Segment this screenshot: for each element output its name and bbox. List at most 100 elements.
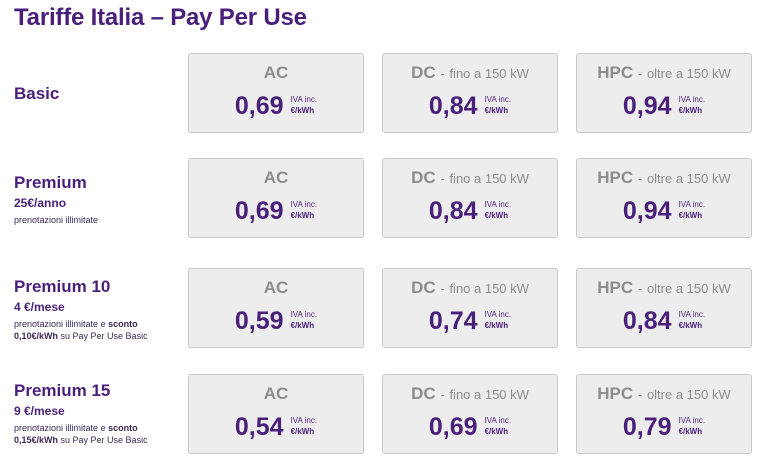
vat-label: IVA inc. (678, 200, 706, 209)
separator: - (637, 387, 643, 402)
separator: - (440, 281, 445, 296)
unit-label: €/kWh (484, 106, 509, 115)
rate-card-basic-dc: DC - fino a 150 kW 0,84 IVA inc. €/kWh (382, 53, 558, 133)
plan-price: 4 €/mese (14, 300, 65, 314)
card-header: HPC - oltre a 150 kW (577, 278, 751, 298)
unit-label: €/kWh (290, 321, 315, 330)
card-header-label: AC (263, 168, 289, 187)
rate-card-premium15-hpc: HPC - oltre a 150 kW 0,79 IVA inc. €/kWh (576, 374, 752, 454)
separator: - (440, 66, 445, 81)
card-header-label: DC (411, 278, 436, 297)
price-value: 0,84 (622, 307, 672, 335)
plan-basic: Basic (14, 84, 59, 104)
plan-name: Premium 15 (14, 381, 111, 400)
card-header: DC - fino a 150 kW (383, 168, 557, 188)
vat-label: IVA inc. (290, 200, 318, 209)
unit-label: €/kWh (290, 427, 315, 436)
rate-card-premium15-dc: DC - fino a 150 kW 0,69 IVA inc. €/kWh (382, 374, 558, 454)
unit-label: €/kWh (290, 211, 315, 220)
price-value: 0,94 (622, 92, 672, 120)
vat-label: IVA inc. (678, 310, 706, 319)
price-value: 0,69 (234, 92, 284, 120)
card-header-label: DC (411, 168, 436, 187)
plan-premium-15: Premium 15 9 €/mese prenotazioni illimit… (14, 381, 148, 446)
card-header: HPC - oltre a 150 kW (577, 63, 751, 83)
card-header-label: AC (263, 384, 289, 403)
vat-label: IVA inc. (484, 200, 512, 209)
card-header-sub: oltre a 150 kW (646, 171, 731, 186)
plan-name: Premium (14, 173, 87, 192)
card-header-sub: oltre a 150 kW (646, 66, 731, 81)
card-header-sub: fino a 150 kW (449, 171, 529, 186)
vat-label: IVA inc. (290, 310, 318, 319)
separator: - (637, 66, 643, 81)
separator: - (440, 171, 445, 186)
separator: - (440, 387, 445, 402)
card-header: DC - fino a 150 kW (383, 63, 557, 83)
plan-note: prenotazioni illimitate e sconto 0,15€/kW… (14, 423, 148, 445)
card-header-label: DC (411, 63, 436, 82)
price-value: 0,69 (234, 197, 284, 225)
unit-label: €/kWh (290, 106, 315, 115)
plan-price: 25€/anno (14, 196, 67, 210)
plan-note: prenotazioni illimitate e sconto 0,10€/kW… (14, 319, 148, 341)
unit-label: €/kWh (484, 321, 509, 330)
vat-label: IVA inc. (484, 416, 512, 425)
card-header-sub: fino a 150 kW (449, 387, 529, 402)
card-header: AC (189, 278, 363, 298)
page-title: Tariffe Italia – Pay Per Use (14, 4, 307, 31)
rate-card-basic-hpc: HPC - oltre a 150 kW 0,94 IVA inc. €/kWh (576, 53, 752, 133)
rate-card-premium10-ac: AC 0,59 IVA inc. €/kWh (188, 268, 364, 348)
card-header-sub: fino a 150 kW (449, 281, 529, 296)
price-value: 0,69 (428, 413, 478, 441)
unit-label: €/kWh (484, 211, 509, 220)
plan-price: 9 €/mese (14, 404, 65, 418)
card-header: DC - fino a 150 kW (383, 278, 557, 298)
price-value: 0,84 (428, 92, 478, 120)
card-header-sub: fino a 150 kW (449, 66, 529, 81)
plan-name: Premium 10 (14, 277, 111, 296)
rate-card-basic-ac: AC 0,69 IVA inc. €/kWh (188, 53, 364, 133)
card-header: DC - fino a 150 kW (383, 384, 557, 404)
unit-label: €/kWh (484, 427, 509, 436)
plan-note: prenotazioni illimitate (14, 215, 99, 225)
vat-label: IVA inc. (678, 416, 706, 425)
price-value: 0,94 (622, 197, 672, 225)
rate-card-premium10-hpc: HPC - oltre a 150 kW 0,84 IVA inc. €/kWh (576, 268, 752, 348)
card-header-sub: oltre a 150 kW (646, 281, 731, 296)
vat-label: IVA inc. (290, 95, 318, 104)
card-header: AC (189, 384, 363, 404)
vat-label: IVA inc. (290, 416, 318, 425)
card-header-label: HPC (597, 278, 634, 297)
price-value: 0,79 (622, 413, 672, 441)
rate-card-premium10-dc: DC - fino a 150 kW 0,74 IVA inc. €/kWh (382, 268, 558, 348)
card-header-label: HPC (597, 63, 634, 82)
unit-label: €/kWh (678, 427, 703, 436)
price-value: 0,59 (234, 307, 284, 335)
rate-card-premium15-ac: AC 0,54 IVA inc. €/kWh (188, 374, 364, 454)
card-header-label: HPC (597, 168, 634, 187)
unit-label: €/kWh (678, 321, 703, 330)
separator: - (637, 281, 643, 296)
separator: - (637, 171, 643, 186)
rate-card-premium-hpc: HPC - oltre a 150 kW 0,94 IVA inc. €/kWh (576, 158, 752, 238)
unit-label: €/kWh (678, 211, 703, 220)
vat-label: IVA inc. (678, 95, 706, 104)
card-header-label: DC (411, 384, 436, 403)
card-header: HPC - oltre a 150 kW (577, 168, 751, 188)
price-value: 0,74 (428, 307, 478, 335)
unit-label: €/kWh (678, 106, 703, 115)
price-value: 0,84 (428, 197, 478, 225)
plan-name: Basic (14, 84, 60, 103)
rate-card-premium-ac: AC 0,69 IVA inc. €/kWh (188, 158, 364, 238)
card-header-label: AC (263, 278, 289, 297)
card-header: AC (189, 168, 363, 188)
card-header-label: AC (263, 63, 289, 82)
card-header: HPC - oltre a 150 kW (577, 384, 751, 404)
card-header-label: HPC (597, 384, 634, 403)
plan-premium-10: Premium 10 4 €/mese prenotazioni illimit… (14, 277, 148, 342)
vat-label: IVA inc. (484, 310, 512, 319)
card-header-sub: oltre a 150 kW (646, 387, 731, 402)
vat-label: IVA inc. (484, 95, 512, 104)
plan-premium: Premium 25€/anno prenotazioni illimitate (14, 173, 98, 226)
